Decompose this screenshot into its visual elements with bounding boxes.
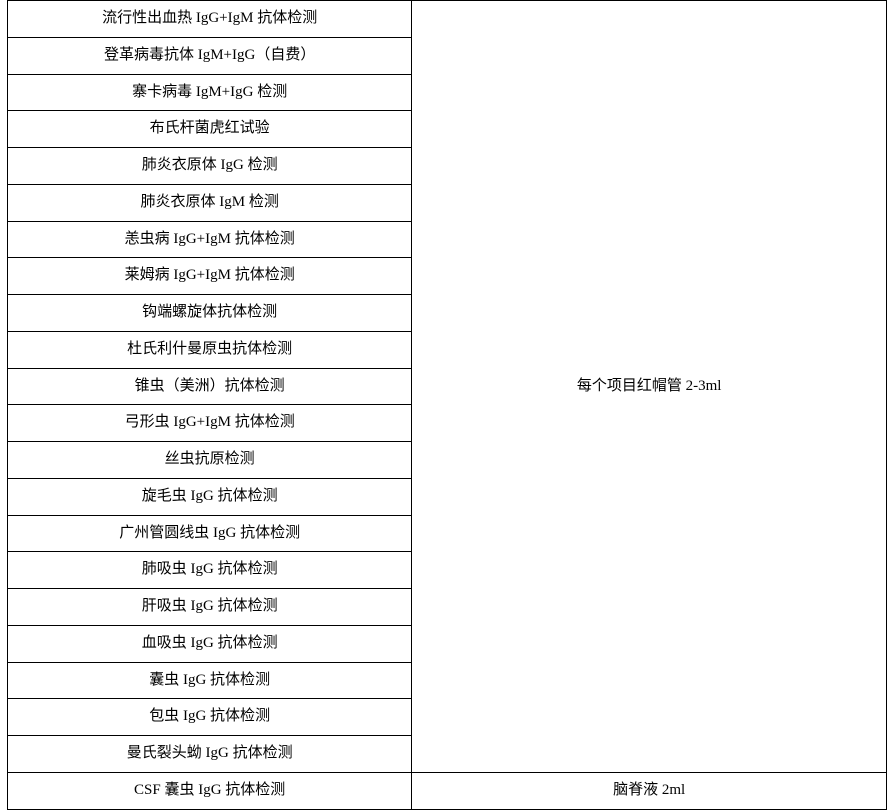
test-table: 流行性出血热 IgG+IgM 抗体检测 每个项目红帽管 2-3ml 登革病毒抗体…: [7, 0, 887, 810]
test-name-cell: 锥虫（美洲）抗体检测: [8, 368, 412, 405]
test-name-cell: 丝虫抗原检测: [8, 442, 412, 479]
test-name-cell: 杜氏利什曼原虫抗体检测: [8, 331, 412, 368]
sample-requirement-cell: 脑脊液 2ml: [412, 772, 887, 809]
table-body: 流行性出血热 IgG+IgM 抗体检测 每个项目红帽管 2-3ml 登革病毒抗体…: [8, 1, 887, 810]
test-name-cell: 血吸虫 IgG 抗体检测: [8, 625, 412, 662]
table-row: CSF 囊虫 IgG 抗体检测 脑脊液 2ml: [8, 772, 887, 809]
test-name-cell: CSF 囊虫 IgG 抗体检测: [8, 772, 412, 809]
test-name-cell: 包虫 IgG 抗体检测: [8, 699, 412, 736]
test-name-cell: 流行性出血热 IgG+IgM 抗体检测: [8, 1, 412, 38]
test-name-cell: 曼氏裂头蚴 IgG 抗体检测: [8, 736, 412, 773]
test-name-cell: 登革病毒抗体 IgM+IgG（自费）: [8, 37, 412, 74]
test-name-cell: 恙虫病 IgG+IgM 抗体检测: [8, 221, 412, 258]
table-row: 流行性出血热 IgG+IgM 抗体检测 每个项目红帽管 2-3ml: [8, 1, 887, 38]
test-name-cell: 弓形虫 IgG+IgM 抗体检测: [8, 405, 412, 442]
test-name-cell: 布氏杆菌虎红试验: [8, 111, 412, 148]
test-name-cell: 肺吸虫 IgG 抗体检测: [8, 552, 412, 589]
test-name-cell: 肝吸虫 IgG 抗体检测: [8, 589, 412, 626]
test-name-cell: 肺炎衣原体 IgM 检测: [8, 184, 412, 221]
sample-requirement-cell: 每个项目红帽管 2-3ml: [412, 1, 887, 773]
test-name-cell: 旋毛虫 IgG 抗体检测: [8, 478, 412, 515]
test-name-cell: 寨卡病毒 IgM+IgG 检测: [8, 74, 412, 111]
test-name-cell: 莱姆病 IgG+IgM 抗体检测: [8, 258, 412, 295]
test-name-cell: 囊虫 IgG 抗体检测: [8, 662, 412, 699]
test-name-cell: 钩端螺旋体抗体检测: [8, 295, 412, 332]
test-name-cell: 肺炎衣原体 IgG 检测: [8, 148, 412, 185]
test-name-cell: 广州管圆线虫 IgG 抗体检测: [8, 515, 412, 552]
